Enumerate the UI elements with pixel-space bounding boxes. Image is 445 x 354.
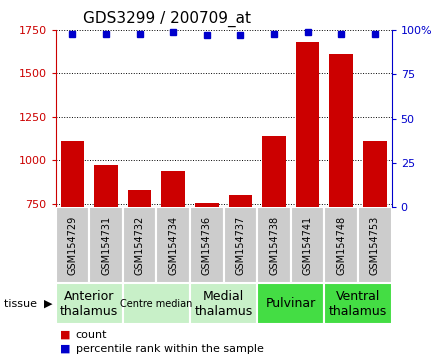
Bar: [123, 207, 157, 283]
Text: Ventral
thalamus: Ventral thalamus: [329, 290, 387, 318]
Text: ■: ■: [60, 330, 71, 339]
Bar: [296, 42, 320, 334]
Bar: [123, 283, 190, 324]
Text: tissue  ▶: tissue ▶: [4, 298, 53, 309]
Text: GSM154732: GSM154732: [135, 216, 145, 275]
Bar: [257, 283, 324, 324]
Bar: [358, 207, 392, 283]
Text: GSM154753: GSM154753: [370, 216, 380, 275]
Text: GDS3299 / 200709_at: GDS3299 / 200709_at: [82, 11, 251, 27]
Text: Anterior
thalamus: Anterior thalamus: [60, 290, 118, 318]
Text: GSM154731: GSM154731: [101, 216, 111, 275]
Bar: [190, 283, 257, 324]
Text: GSM154734: GSM154734: [168, 216, 178, 275]
Text: GSM154748: GSM154748: [336, 216, 346, 275]
Bar: [89, 207, 123, 283]
Bar: [56, 207, 89, 283]
Bar: [329, 55, 353, 334]
Bar: [262, 136, 286, 334]
Bar: [324, 283, 392, 324]
Text: GSM154741: GSM154741: [303, 216, 312, 275]
Text: GSM154729: GSM154729: [68, 216, 77, 275]
Bar: [224, 207, 257, 283]
Bar: [363, 141, 387, 334]
Bar: [190, 207, 224, 283]
Bar: [195, 203, 218, 334]
Text: Medial
thalamus: Medial thalamus: [194, 290, 253, 318]
Bar: [257, 207, 291, 283]
Bar: [157, 207, 190, 283]
Bar: [324, 207, 358, 283]
Text: Centre median: Centre median: [120, 298, 193, 309]
Bar: [61, 141, 84, 334]
Bar: [128, 190, 151, 334]
Text: GSM154738: GSM154738: [269, 216, 279, 275]
Text: Pulvinar: Pulvinar: [266, 297, 316, 310]
Bar: [229, 195, 252, 334]
Text: GSM154737: GSM154737: [235, 216, 245, 275]
Bar: [56, 283, 123, 324]
Bar: [94, 165, 118, 334]
Text: ■: ■: [60, 344, 71, 354]
Text: count: count: [76, 330, 107, 339]
Bar: [162, 171, 185, 334]
Text: percentile rank within the sample: percentile rank within the sample: [76, 344, 263, 354]
Bar: [291, 207, 324, 283]
Text: GSM154736: GSM154736: [202, 216, 212, 275]
